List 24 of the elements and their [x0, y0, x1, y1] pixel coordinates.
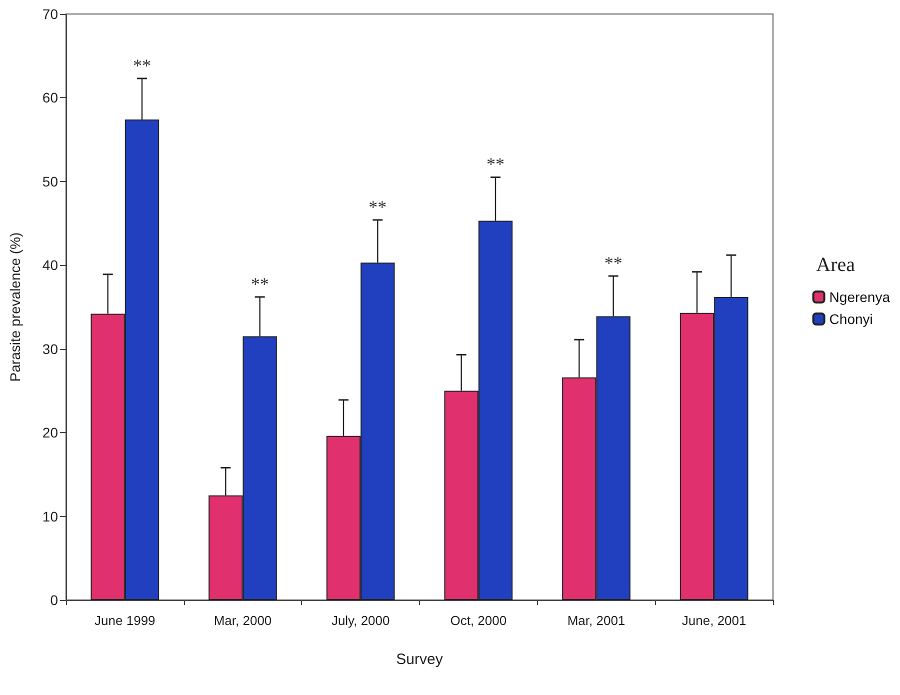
y-tick-label: 40 [42, 257, 58, 274]
x-tick-label: Mar, 2001 [567, 613, 626, 628]
legend-label: Ngerenya [829, 289, 890, 305]
x-tick-label: Mar, 2000 [214, 613, 272, 628]
y-tick-label: 0 [50, 592, 58, 608]
annotation: ** [133, 55, 152, 76]
y-tick-label: 70 [42, 6, 58, 22]
annotation: ** [368, 196, 387, 217]
y-tick-label: 60 [42, 90, 58, 106]
legend-title: Area [816, 254, 856, 276]
annotation: ** [604, 253, 622, 274]
y-tick-label: 20 [42, 424, 58, 441]
annotation: ** [486, 154, 505, 174]
y-tick-label: 50 [42, 173, 58, 190]
x-tick-label: July, 2000 [331, 613, 390, 628]
y-tick-label: 30 [42, 340, 58, 357]
x-tick-label: June, 2001 [682, 613, 746, 628]
legend-label: Chonyi [829, 311, 873, 327]
y-axis-title: Parasite prevalence (%) [7, 232, 23, 382]
annotation: ** [250, 274, 269, 294]
x-axis-title: Survey [396, 651, 444, 668]
y-tick-label: 10 [42, 508, 58, 524]
x-tick-label: Oct, 2000 [450, 613, 507, 628]
x-tick-label: June 1999 [94, 613, 156, 628]
